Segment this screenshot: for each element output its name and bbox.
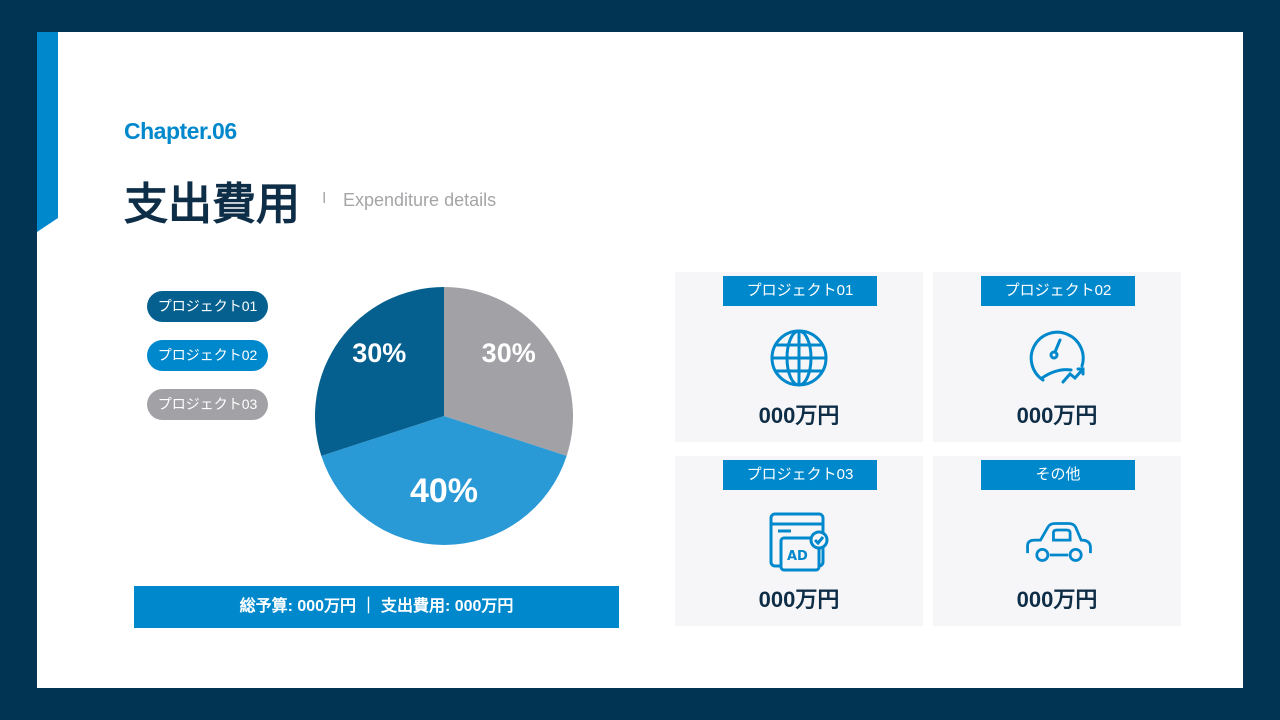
- card-value: 000万円: [758, 403, 840, 428]
- pie-chart: 30% 40% 30%: [315, 287, 573, 545]
- page-subtitle: Expenditure details: [343, 190, 497, 210]
- card-label: プロジェクト03: [723, 460, 877, 490]
- legend-project02: プロジェクト02: [147, 340, 268, 371]
- ad-browser-icon: AD: [769, 512, 829, 572]
- card-project02: プロジェクト02 000万円: [933, 272, 1181, 442]
- chapter-label: Chapter.06: [124, 118, 237, 144]
- car-icon: [1026, 522, 1092, 562]
- pie-slice-2: [321, 416, 567, 545]
- card-label: その他: [981, 460, 1135, 490]
- globe-icon: [770, 329, 828, 387]
- legend-project01: プロジェクト01: [147, 291, 268, 322]
- page-title: 支出費用: [124, 180, 300, 229]
- card-value: 000万円: [1016, 403, 1098, 428]
- budget-summary: 総予算: 000万円 ｜ 支出費用: 000万円: [134, 586, 619, 628]
- speedometer-growth-icon: [1029, 330, 1085, 384]
- card-project03: プロジェクト03 AD 000万円: [675, 456, 923, 626]
- card-project01: プロジェクト01 000万円: [675, 272, 923, 442]
- card-value: 000万円: [758, 587, 840, 612]
- card-label: プロジェクト02: [981, 276, 1135, 306]
- pie-label-3: 30%: [482, 338, 536, 368]
- pie-label-2: 40%: [410, 472, 478, 510]
- legend-project03: プロジェクト03: [147, 389, 268, 420]
- pie-label-1: 30%: [352, 338, 406, 368]
- card-value: 000万円: [1016, 587, 1098, 612]
- svg-text:AD: AD: [787, 549, 808, 564]
- pie-slice-3: [444, 287, 573, 456]
- accent-bar: [37, 32, 58, 232]
- title-separator: I: [322, 190, 327, 207]
- card-other: その他 000万円: [933, 456, 1181, 626]
- card-label: プロジェクト01: [723, 276, 877, 306]
- pie-slice-1: [315, 287, 444, 456]
